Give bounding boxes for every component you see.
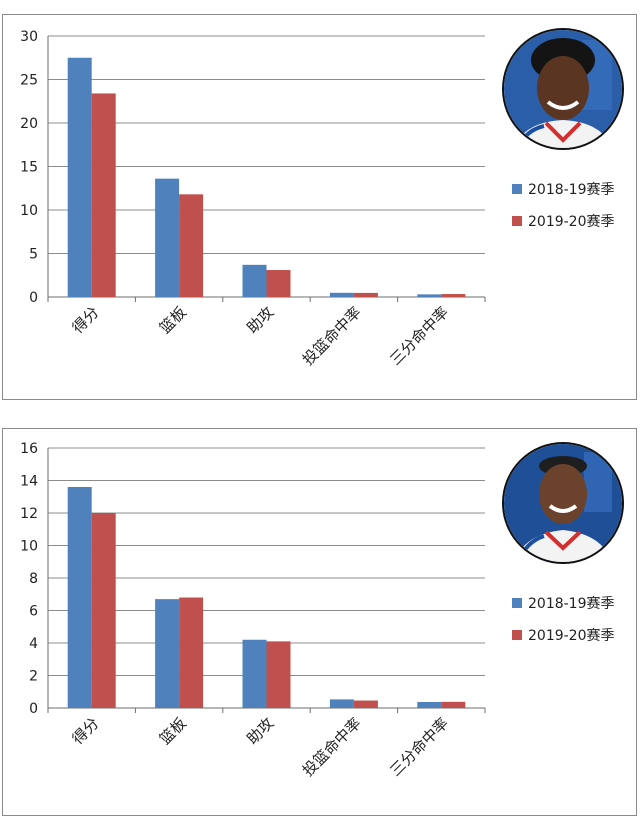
bar-series-2 [353, 292, 378, 297]
legend-swatch-red [512, 630, 522, 640]
bar-series-2 [179, 597, 204, 708]
y-tick-label: 12 [20, 506, 38, 522]
y-tick-label: 5 [29, 247, 38, 263]
x-tick-label: 得分 [69, 714, 103, 748]
bar-series-1 [67, 487, 92, 708]
bar-series-1 [242, 264, 267, 297]
y-tick-label: 6 [29, 604, 38, 620]
bar-series-2 [266, 641, 291, 708]
x-tick-label: 助攻 [243, 303, 277, 337]
player-photo-icon [504, 444, 622, 562]
bar-series-1 [67, 57, 92, 297]
y-tick-label: 2 [29, 669, 38, 685]
bar-series-2 [179, 194, 204, 297]
y-tick-label: 10 [20, 539, 38, 555]
y-tick-label: 30 [20, 29, 38, 45]
legend-2: 2018-19赛季 2019-20赛季 [512, 593, 615, 657]
y-tick-label: 14 [20, 474, 38, 490]
x-tick-label: 投篮命中率 [299, 303, 365, 369]
y-tick-label: 0 [29, 701, 38, 717]
legend-label: 2018-19赛季 [528, 182, 615, 198]
y-tick-label: 8 [29, 571, 38, 587]
x-tick-label: 篮板 [156, 303, 190, 337]
bar-series-1 [242, 639, 267, 708]
bar-series-2 [353, 700, 378, 708]
x-tick-label: 得分 [69, 303, 103, 337]
legend-item: 2019-20赛季 [512, 625, 615, 645]
legend-item: 2019-20赛季 [512, 211, 615, 231]
x-tick-label: 三分命中率 [386, 303, 452, 369]
legend-label: 2019-20赛季 [528, 628, 615, 644]
bar-series-1 [155, 178, 180, 297]
bar-series-1 [329, 292, 354, 297]
player-photo-icon [504, 30, 622, 148]
y-tick-label: 25 [20, 73, 38, 89]
y-tick-label: 15 [20, 160, 38, 176]
bar-chart-2: 0 2 4 6 8 10 12 14 16 得分 篮板 助攻 投篮命中率 三分命中率 [20, 441, 486, 780]
bar-series-2 [91, 513, 116, 708]
bar-series-1 [155, 599, 180, 708]
chart-panel-2: 0 2 4 6 8 10 12 14 16 得分 篮板 助攻 投篮命中率 三分命中率 2018-19赛季 … [2, 428, 637, 816]
y-tick-label: 20 [20, 116, 38, 132]
legend-label: 2018-19赛季 [528, 596, 615, 612]
legend-item: 2018-19赛季 [512, 179, 615, 199]
x-tick-label: 助攻 [243, 714, 277, 748]
player-avatar-2 [502, 442, 624, 564]
legend-swatch-red [512, 216, 522, 226]
legend-swatch-blue [512, 598, 522, 608]
x-tick-label: 篮板 [156, 714, 190, 748]
legend-swatch-blue [512, 184, 522, 194]
player-avatar-1 [502, 28, 624, 150]
chart-panel-1: 0 5 10 15 20 25 30 得分 篮板 助攻 投篮命中率 三分命中率 2018-19赛季 2… [2, 14, 637, 400]
bar-series-2 [441, 701, 466, 708]
x-tick-label: 三分命中率 [386, 714, 452, 780]
bar-chart-1: 0 5 10 15 20 25 30 得分 篮板 助攻 投篮命中率 三分命中率 [20, 29, 486, 369]
y-tick-label: 10 [20, 203, 38, 219]
legend-label: 2019-20赛季 [528, 214, 615, 230]
y-tick-label: 4 [29, 636, 38, 652]
bar-series-1 [329, 699, 354, 708]
legend-item: 2018-19赛季 [512, 593, 615, 613]
bar-series-2 [441, 294, 466, 297]
legend-1: 2018-19赛季 2019-20赛季 [512, 179, 615, 243]
y-tick-label: 0 [29, 290, 38, 306]
y-tick-label: 16 [20, 441, 38, 457]
bar-series-1 [417, 294, 442, 297]
bar-series-1 [417, 701, 442, 708]
bar-series-2 [91, 93, 116, 297]
bar-series-2 [266, 270, 291, 297]
x-tick-label: 投篮命中率 [299, 714, 365, 780]
